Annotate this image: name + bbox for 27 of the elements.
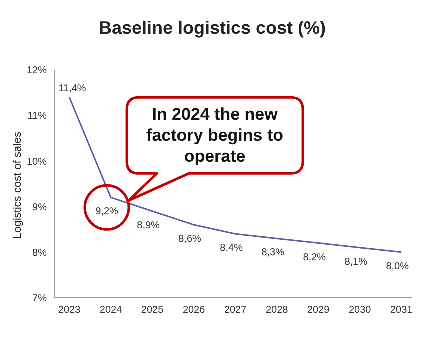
data-label: 8,2% [303,252,326,264]
x-tick-label: 2029 [307,305,330,316]
y-tick-label: 11% [28,111,48,122]
x-tick-label: 2023 [58,305,82,316]
data-label: 8,9% [137,220,160,232]
x-tick-label: 2028 [266,305,289,316]
y-axis-title: Logistics cost of sales [12,132,24,239]
y-tick-label: 7% [32,294,48,305]
x-tick-label: 2026 [182,305,206,316]
data-label: 8,6% [178,234,202,246]
data-label: 8,4% [220,243,244,254]
data-label: 8,3% [262,248,285,259]
x-tick-label: 2031 [390,305,414,316]
y-tick-label: 12% [26,66,48,77]
y-tick-label: 9% [32,202,48,214]
x-tick-label: 2025 [141,305,164,316]
data-label: 11,4% [58,83,86,94]
x-tick-label: 2027 [224,305,248,316]
data-label: 9,2% [96,206,119,218]
data-label: 8,1% [344,256,368,268]
x-tick-label: 2024 [100,305,123,316]
annotation: In 2024 the new factory begins to operate [146,104,285,168]
y-tick-label: 8% [32,248,48,259]
x-tick-label: 2030 [348,305,372,316]
y-tick-label: 10% [26,156,48,168]
data-label: 8,0% [386,261,410,272]
chart-title: Baseline logistics cost (%) [98,17,328,40]
